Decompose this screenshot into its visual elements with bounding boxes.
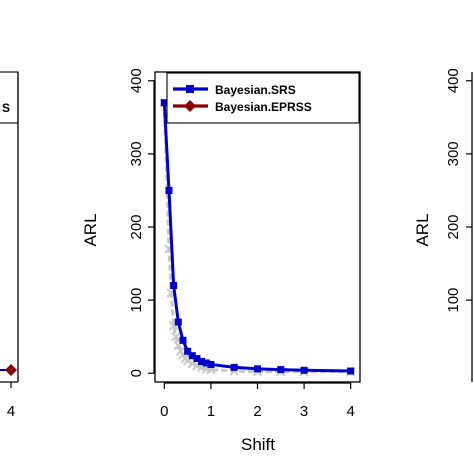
x-tick-label: 3 (300, 403, 308, 420)
y-tick-label: 400 (128, 68, 145, 93)
legend-srs-marker (186, 85, 194, 93)
left-panel-tick-label: 4 (7, 403, 15, 420)
x-tick-label: 4 (347, 403, 355, 420)
right-panel: ARL 400 300 200 100 (413, 68, 473, 382)
series-srs-point (202, 359, 210, 367)
legend-eprss-marker (184, 100, 196, 112)
x-tick-label: 1 (207, 403, 215, 420)
series-eprss-line (162, 102, 351, 374)
series-srs-point (188, 352, 196, 360)
y-tick-label: 0 (128, 369, 145, 377)
left-panel: S 4 (0, 71, 19, 420)
series-srs-point (179, 336, 187, 344)
x-tick-label: 2 (253, 403, 261, 420)
series-srs-point (165, 186, 173, 194)
series-layer (159, 98, 356, 377)
y-tick-label: 100 (128, 288, 145, 313)
series-srs-line (162, 102, 351, 373)
series-srs-point (207, 360, 215, 368)
series-srs-point (198, 358, 206, 366)
y-axis-label: ARL (81, 213, 100, 246)
series-srs-point (277, 366, 285, 374)
right-y-tick-label: 300 (445, 141, 462, 166)
x-tick-label: 0 (160, 403, 168, 420)
legend: Bayesian.SRS Bayesian.EPRSS (166, 72, 360, 124)
series-srs-point (347, 367, 355, 375)
series-srs-point (300, 366, 308, 374)
y-tick-label: 300 (128, 141, 145, 166)
main-panel: 0 100 200 300 400 0 1 2 3 4 ARL Shift Bayesian.S… (81, 68, 361, 454)
legend-srs-label: Bayesian.SRS (215, 83, 296, 97)
series-srs-point (184, 347, 192, 355)
x-axis: 0 1 2 3 4 (160, 382, 355, 420)
y-tick-label: 200 (128, 214, 145, 239)
series-srs-point (170, 281, 178, 289)
right-y-tick-label: 400 (445, 68, 462, 93)
series-srs-point (254, 365, 261, 373)
series-srs-point (230, 363, 238, 371)
left-panel-eprss-marker (5, 364, 17, 376)
series-srs-point (160, 99, 168, 107)
right-y-tick-label: 200 (445, 214, 462, 239)
y-axis: 0 100 200 300 400 (128, 68, 155, 377)
left-legend-fragment: S (2, 101, 10, 115)
series-srs-point (174, 318, 182, 326)
left-legend-box (0, 71, 19, 124)
legend-eprss-label: Bayesian.EPRSS (215, 100, 312, 114)
series-srs-point (193, 355, 201, 363)
legend-box (166, 72, 360, 124)
series-eprss-point (171, 331, 181, 342)
right-y-tick-label: 100 (445, 288, 462, 313)
right-panel-y-label: ARL (413, 213, 432, 246)
x-axis-label: Shift (241, 435, 275, 454)
